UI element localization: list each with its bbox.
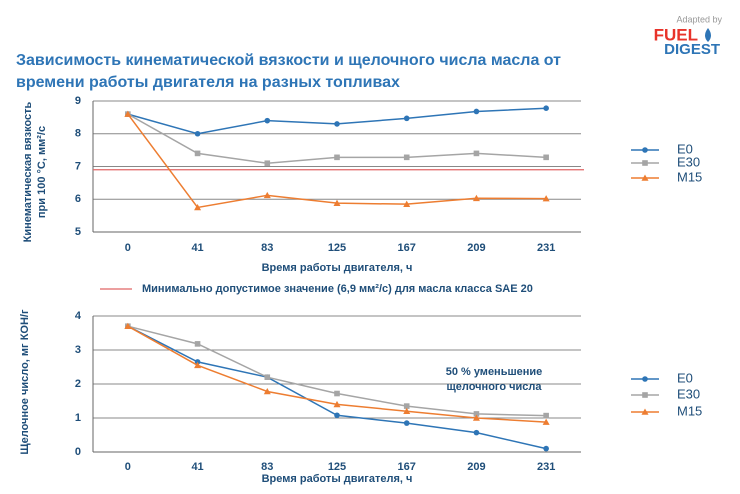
y-tick-label: 7 bbox=[75, 160, 81, 172]
y-tick-label: 6 bbox=[75, 193, 81, 205]
logo-brand: FUEL bbox=[654, 25, 698, 44]
point bbox=[472, 414, 480, 421]
point bbox=[473, 150, 480, 157]
y-tick-label: 4 bbox=[75, 310, 82, 322]
legend-label: M15 bbox=[677, 403, 702, 418]
logo-text: Adapted by bbox=[676, 14, 722, 24]
point bbox=[194, 150, 201, 157]
point bbox=[403, 200, 411, 207]
point bbox=[473, 108, 480, 115]
point bbox=[334, 412, 340, 419]
x-tick-label: 167 bbox=[398, 242, 416, 254]
logo-icon bbox=[705, 28, 711, 42]
point bbox=[641, 174, 649, 181]
x-tick-label: 41 bbox=[191, 242, 203, 254]
point bbox=[543, 105, 549, 112]
legend-label: E30 bbox=[677, 386, 700, 401]
point bbox=[264, 160, 271, 167]
point bbox=[473, 411, 480, 417]
point bbox=[194, 341, 201, 347]
x-tick-label: 167 bbox=[398, 461, 416, 473]
x-tick-label: 41 bbox=[191, 461, 203, 473]
x-tick-label: 209 bbox=[467, 461, 485, 473]
y-tick-label: 1 bbox=[75, 412, 81, 424]
x-tick-label: 83 bbox=[261, 242, 273, 254]
point bbox=[194, 203, 202, 211]
point bbox=[642, 160, 648, 166]
point bbox=[641, 408, 649, 415]
legend-label: E0 bbox=[677, 370, 693, 385]
x-tick-label: 125 bbox=[328, 242, 346, 254]
point bbox=[642, 376, 648, 382]
point bbox=[403, 407, 411, 414]
point bbox=[334, 390, 340, 397]
point bbox=[403, 420, 410, 426]
x-tick-label: 0 bbox=[125, 461, 131, 473]
point bbox=[263, 191, 271, 199]
point bbox=[473, 429, 480, 436]
point bbox=[333, 400, 341, 408]
point bbox=[124, 110, 132, 117]
legend-label: E30 bbox=[677, 154, 700, 169]
y-tick-label: 2 bbox=[75, 378, 81, 390]
logo-text: DIGEST bbox=[664, 41, 720, 58]
y-tick-label: 5 bbox=[75, 226, 81, 238]
x-tick-label: 0 bbox=[125, 242, 131, 254]
point bbox=[403, 115, 410, 122]
point bbox=[124, 322, 132, 329]
x-axis-label: Время работы двигателя, ч bbox=[262, 262, 413, 274]
x-tick-label: 231 bbox=[537, 461, 555, 473]
point bbox=[264, 374, 271, 380]
point bbox=[263, 387, 271, 395]
point bbox=[403, 154, 410, 161]
point bbox=[194, 361, 202, 369]
x-tick-label: 83 bbox=[261, 461, 273, 473]
point bbox=[543, 154, 549, 161]
point bbox=[194, 130, 201, 137]
title: Зависимость кинематической вязкости и ще… bbox=[16, 52, 562, 91]
point bbox=[543, 445, 549, 452]
point bbox=[642, 147, 648, 153]
annotation: 50 % уменьшение bbox=[446, 366, 543, 378]
legend-label: E0 bbox=[677, 141, 693, 156]
line bbox=[127, 107, 547, 135]
point bbox=[542, 195, 550, 202]
point bbox=[264, 117, 271, 124]
y-tick-label: 8 bbox=[75, 128, 81, 140]
x-tick-label: 231 bbox=[537, 242, 555, 254]
point bbox=[333, 199, 341, 206]
point bbox=[334, 154, 340, 161]
annotation: щелочного числа bbox=[446, 381, 542, 393]
point bbox=[472, 194, 480, 202]
point bbox=[543, 412, 549, 419]
y-tick-label: 3 bbox=[75, 344, 81, 356]
x-tick-label: 125 bbox=[328, 461, 346, 473]
y-tick-label: 0 bbox=[75, 446, 81, 458]
point bbox=[642, 392, 648, 398]
legend-label: M15 bbox=[677, 169, 702, 184]
point bbox=[542, 418, 550, 425]
y-tick-label: 9 bbox=[75, 95, 81, 107]
reference-legend-label: Минимально допустимое значение (6,9 мм²/… bbox=[142, 283, 533, 295]
point bbox=[403, 403, 410, 409]
line bbox=[127, 113, 547, 209]
x-tick-label: 209 bbox=[467, 242, 485, 254]
point bbox=[334, 121, 340, 127]
x-axis-label: Время работы двигателя, ч bbox=[262, 473, 413, 485]
